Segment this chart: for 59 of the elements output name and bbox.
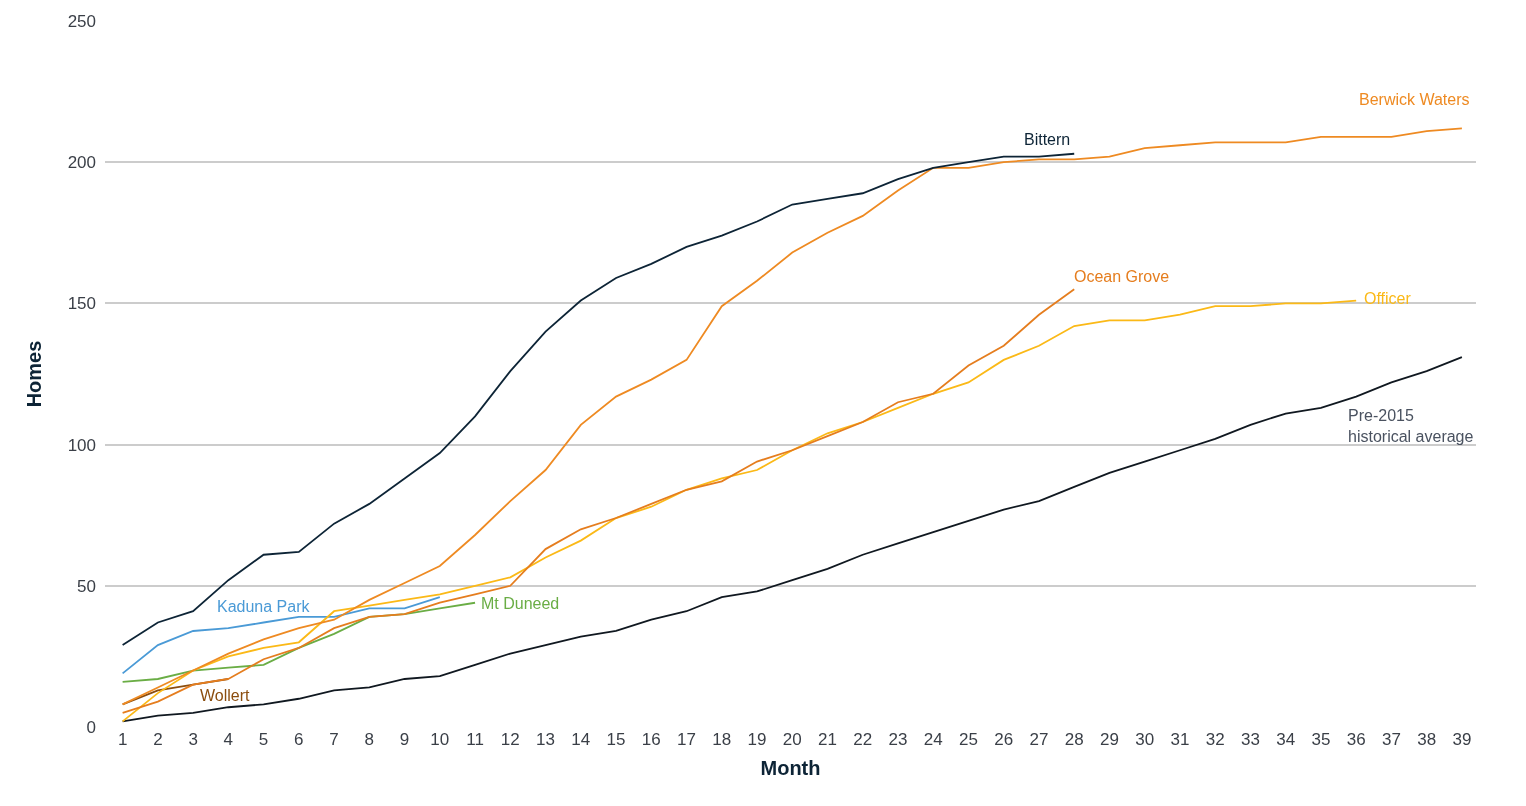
x-axis-title: Month bbox=[760, 756, 821, 779]
series-label: Ocean Grove bbox=[1074, 268, 1170, 285]
x-tick-label: 15 bbox=[606, 730, 626, 749]
x-tick-label: 36 bbox=[1346, 730, 1366, 749]
y-tick-label: 250 bbox=[67, 11, 96, 31]
x-tick-label: 23 bbox=[888, 730, 908, 749]
series-label: Mt Duneed bbox=[481, 595, 560, 612]
x-tick-label: 9 bbox=[399, 730, 410, 749]
x-tick-label: 38 bbox=[1417, 730, 1437, 749]
x-tick-label: 27 bbox=[1029, 730, 1049, 749]
x-tick-label: 32 bbox=[1205, 730, 1225, 749]
x-tick-label: 20 bbox=[782, 730, 802, 749]
x-tick-label: 19 bbox=[747, 730, 767, 749]
x-tick-label: 31 bbox=[1170, 730, 1190, 749]
y-tick-label: 200 bbox=[67, 153, 96, 173]
x-tick-label: 6 bbox=[294, 730, 304, 749]
x-tick-label: 8 bbox=[364, 730, 375, 749]
x-tick-label: 11 bbox=[466, 730, 484, 749]
line-series bbox=[121, 596, 441, 675]
x-tick-label: 7 bbox=[329, 730, 339, 749]
x-tick-label: 4 bbox=[223, 730, 234, 749]
x-tick-label: 2 bbox=[153, 730, 163, 749]
x-tick-label: 14 bbox=[571, 730, 591, 749]
x-tick-label: 33 bbox=[1240, 730, 1260, 749]
x-tick-label: 37 bbox=[1381, 730, 1401, 749]
x-tick-label: 1 bbox=[117, 730, 128, 749]
y-axis-title: Homes bbox=[23, 340, 46, 408]
series-label: Officer bbox=[1364, 290, 1412, 307]
series-label: Bittern bbox=[1024, 131, 1071, 148]
x-tick-label: 25 bbox=[959, 730, 978, 749]
x-tick-label: 16 bbox=[641, 730, 661, 749]
line-series bbox=[121, 288, 1076, 714]
x-tick-label: 26 bbox=[994, 730, 1014, 749]
x-tick-label: 22 bbox=[853, 730, 873, 749]
series-label: Berwick Waters bbox=[1359, 91, 1470, 108]
x-tick-label: 13 bbox=[536, 730, 556, 749]
x-tick-label: 18 bbox=[712, 730, 732, 749]
x-tick-label: 29 bbox=[1100, 730, 1119, 749]
x-tick-label: 12 bbox=[500, 730, 520, 749]
x-tick-label: 5 bbox=[258, 730, 269, 749]
x-tick-label: 17 bbox=[677, 730, 696, 749]
y-tick-label: 0 bbox=[86, 717, 96, 737]
x-tick-label: 10 bbox=[430, 730, 450, 749]
y-tick-label: 50 bbox=[77, 576, 96, 596]
x-tick-label: 24 bbox=[923, 730, 943, 749]
x-tick-label: 39 bbox=[1452, 730, 1472, 749]
x-tick-label: 3 bbox=[188, 730, 198, 749]
y-tick-label: 100 bbox=[67, 435, 96, 455]
series-label: Kaduna Park bbox=[217, 598, 311, 615]
x-tick-label: 35 bbox=[1311, 730, 1331, 749]
x-tick-label: 34 bbox=[1276, 730, 1296, 749]
x-tick-label: 30 bbox=[1135, 730, 1155, 749]
series-label: Wollert bbox=[200, 687, 251, 704]
line-series bbox=[121, 601, 476, 683]
line-series bbox=[121, 152, 1076, 646]
x-tick-label: 28 bbox=[1064, 730, 1084, 749]
series-label: Pre-2015 historical average bbox=[1348, 407, 1474, 445]
y-tick-label: 150 bbox=[67, 294, 96, 314]
x-tick-label: 21 bbox=[818, 730, 837, 749]
